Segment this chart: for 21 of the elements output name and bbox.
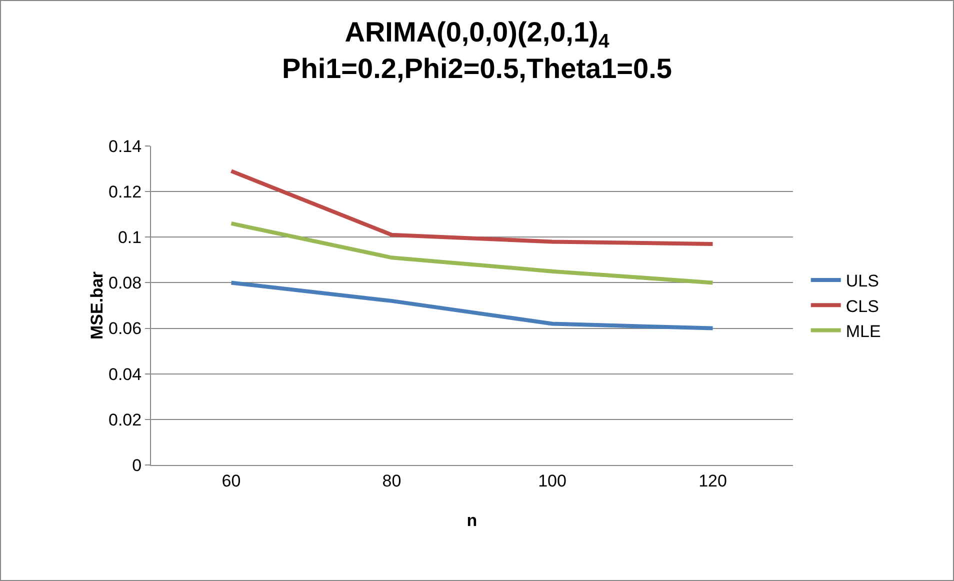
x-tick-label: 60 bbox=[222, 471, 241, 490]
y-tick-label: 0.1 bbox=[118, 228, 142, 248]
x-tick-label: 80 bbox=[382, 471, 402, 490]
y-tick-label: 0.06 bbox=[108, 319, 142, 338]
chart-title: ARIMA(0,0,0)(2,0,1)$_{4}$ Phi1=0.2,Phi2=0.5,Theta1=0.5 bbox=[282, 16, 672, 84]
legend-label: CLS bbox=[846, 296, 879, 316]
y-tick-label: 0.08 bbox=[108, 274, 142, 293]
legend-label: MLE bbox=[846, 322, 881, 341]
line-series bbox=[229, 280, 715, 330]
y-axis-title: MSE.bar bbox=[88, 271, 107, 340]
line-series bbox=[229, 169, 715, 246]
y-tick-label: 0.02 bbox=[108, 410, 142, 430]
y-tick-label: 0.04 bbox=[108, 364, 142, 384]
x-tick-label: 100 bbox=[538, 471, 566, 490]
y-tick-label: 0.14 bbox=[108, 136, 142, 156]
x-tick-label: 120 bbox=[698, 471, 727, 490]
y-tick-label: 0.12 bbox=[108, 182, 142, 202]
line-series bbox=[229, 221, 715, 285]
legend-label: ULS bbox=[846, 272, 879, 291]
x-axis-title: n bbox=[466, 511, 478, 530]
y-tick-label: 0 bbox=[132, 456, 142, 475]
